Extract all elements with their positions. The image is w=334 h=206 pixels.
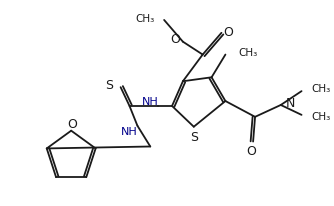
Text: CH₃: CH₃	[135, 14, 154, 24]
Text: S: S	[190, 130, 198, 143]
Text: N: N	[286, 97, 295, 110]
Text: S: S	[105, 78, 113, 91]
Text: NH: NH	[142, 97, 159, 107]
Text: CH₃: CH₃	[311, 111, 331, 121]
Text: CH₃: CH₃	[238, 47, 258, 57]
Text: O: O	[67, 118, 77, 131]
Text: NH: NH	[121, 126, 138, 136]
Text: CH₃: CH₃	[311, 84, 331, 94]
Text: O: O	[170, 33, 180, 46]
Text: O: O	[246, 144, 256, 157]
Text: O: O	[223, 26, 233, 39]
